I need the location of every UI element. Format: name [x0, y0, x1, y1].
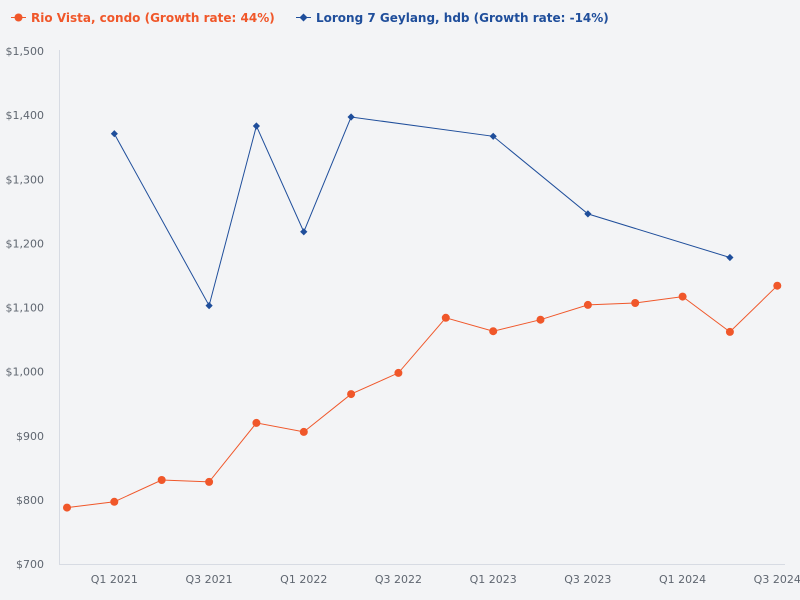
data-point-q4-2023[interactable] [631, 299, 640, 307]
legend-label-lorong-7-geylang: Lorong 7 Geylang, hdb (Growth rate: -14%… [316, 11, 609, 25]
data-point-q2-2022[interactable] [347, 390, 356, 399]
data-point-q3-2022[interactable] [394, 368, 403, 377]
plot-series [63, 113, 782, 512]
series-line [66, 285, 778, 509]
legend-marker-diamond-icon [299, 13, 308, 22]
data-point-q3-2023[interactable] [584, 210, 592, 218]
y-tick-label-1100: $1,100 [6, 302, 45, 315]
data-point-q1-2023[interactable] [489, 132, 497, 140]
data-point-q1-2021[interactable] [110, 497, 119, 506]
legend-item-lorong-7-geylang[interactable]: Lorong 7 Geylang, hdb (Growth rate: -14%… [296, 11, 609, 25]
x-tick-label-q1-2022: Q1 2022 [280, 573, 327, 586]
legend: Rio Vista, condo (Growth rate: 44%) Loro… [11, 11, 609, 25]
data-point-q2-2024[interactable] [725, 327, 734, 336]
y-tick-label-900: $900 [16, 430, 44, 443]
data-point-q2-2024[interactable] [726, 253, 734, 262]
data-point-q1-2021[interactable] [110, 130, 118, 138]
legend-marker-circle-icon [14, 13, 23, 22]
y-tick-label-1300: $1,300 [6, 173, 45, 186]
x-tick-label-q3-2023: Q3 2023 [564, 573, 611, 586]
data-point-q3-2021[interactable] [205, 302, 213, 310]
data-point-q4-2022[interactable] [441, 313, 450, 322]
y-tick-label-1000: $1,000 [6, 366, 45, 379]
data-point-q4-2021[interactable] [252, 122, 260, 130]
data-point-q1-2022[interactable] [300, 228, 308, 236]
data-point-q1-2024[interactable] [678, 292, 687, 301]
y-tick-label-700: $700 [16, 558, 44, 571]
x-tick-label-q3-2024: Q3 2024 [754, 573, 800, 586]
y-axis-ticks: $700 $800 $900 $1,000 $1,100 $1,200 $1,300 $1,4… [6, 45, 45, 571]
x-tick-label-q1-2023: Q1 2023 [470, 573, 517, 586]
series-lorong-7-geylang [110, 113, 734, 310]
data-point-q2-2022[interactable] [347, 113, 355, 121]
axes [59, 50, 785, 565]
x-tick-label-q3-2021: Q3 2021 [185, 573, 232, 586]
data-point-q4-2021[interactable] [252, 418, 261, 427]
data-point-q2-2023[interactable] [536, 315, 545, 324]
data-point-q3-2024[interactable] [773, 281, 782, 290]
data-point-q2-2021[interactable] [157, 476, 166, 484]
x-tick-label-q3-2022: Q3 2022 [375, 573, 422, 586]
data-point-q1-2022[interactable] [299, 427, 308, 436]
series-line [113, 116, 731, 307]
data-point-q3-2021[interactable] [205, 477, 214, 486]
data-point-q3-2023[interactable] [583, 300, 592, 309]
y-tick-label-1400: $1,400 [6, 109, 45, 122]
data-point-q1-2023[interactable] [489, 327, 498, 336]
y-tick-label-1500: $1,500 [6, 45, 45, 58]
y-tick-label-1200: $1,200 [6, 237, 45, 250]
y-tick-label-800: $800 [16, 494, 44, 507]
series-rio-vista [63, 281, 782, 512]
x-tick-label-q1-2021: Q1 2021 [91, 573, 138, 586]
legend-item-rio-vista[interactable]: Rio Vista, condo (Growth rate: 44%) [11, 11, 275, 25]
data-point-q4-2020[interactable] [63, 503, 71, 512]
x-axis-ticks: Q1 2021 Q3 2021 Q1 2022 Q3 2022 Q1 2023 Q3 20… [91, 573, 800, 586]
x-tick-label-q1-2024: Q1 2024 [659, 573, 706, 586]
legend-label-rio-vista: Rio Vista, condo (Growth rate: 44%) [31, 11, 275, 25]
